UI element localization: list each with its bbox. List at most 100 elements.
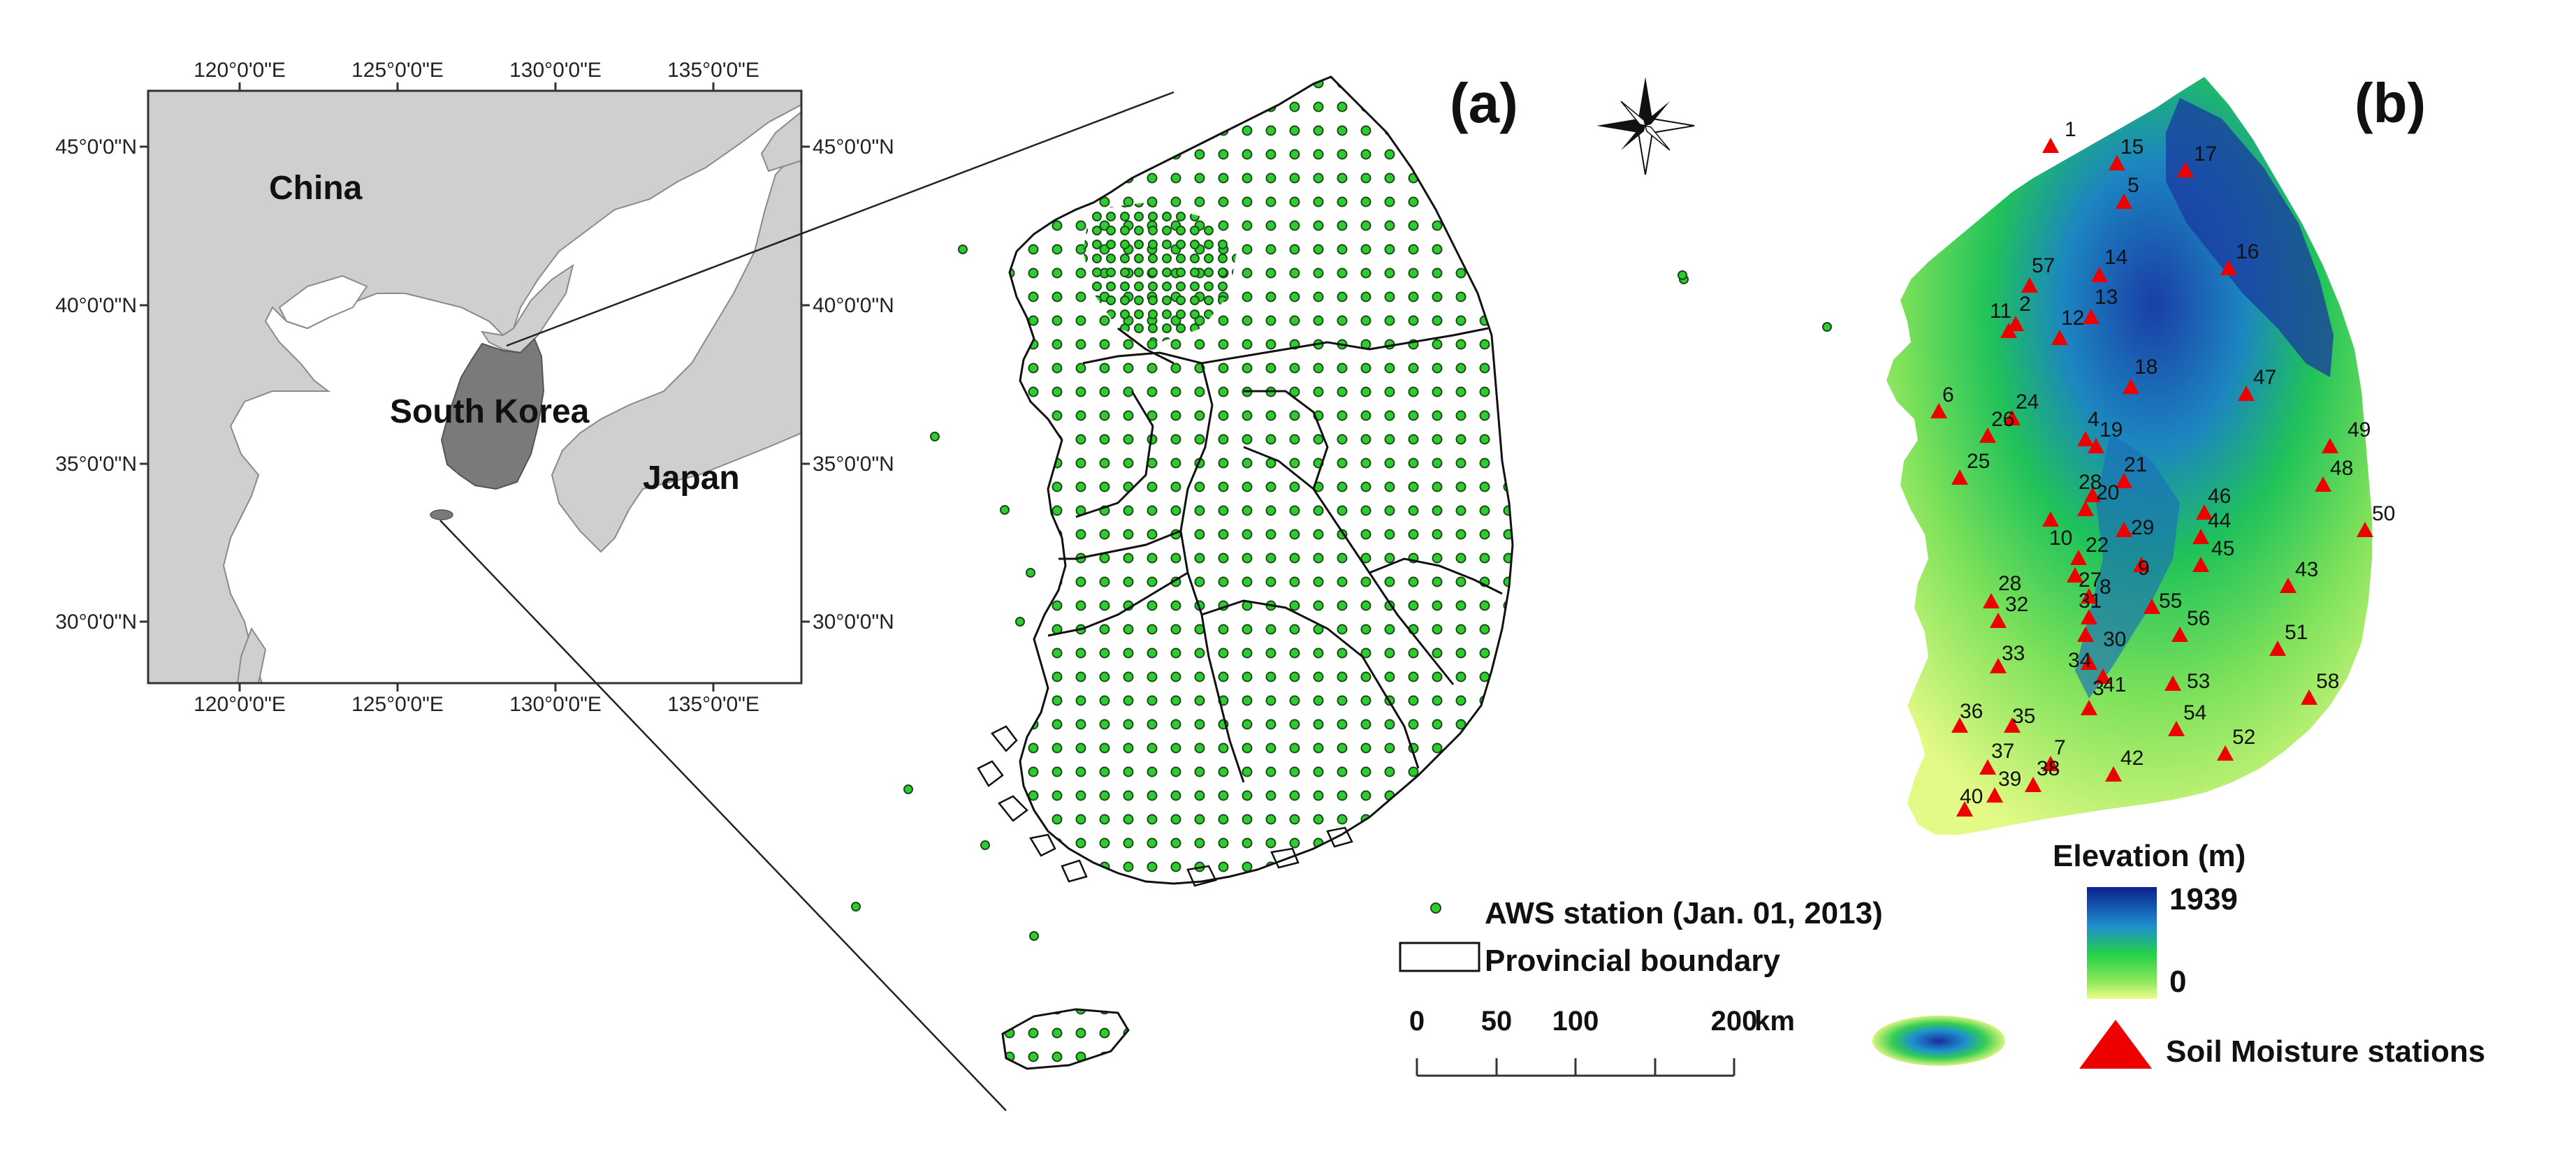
panel-a-map [851,75,1832,1070]
soil-moisture-station-label: 19 [2100,418,2123,441]
soil-moisture-station-label: 29 [2131,516,2154,539]
soil-moisture-station-label: 36 [1960,700,1983,723]
soil-moisture-station-label: 15 [2120,136,2144,159]
lon-label-top: 120°0'0"E [194,59,286,82]
soil-moisture-station-marker [2192,557,2209,572]
soil-moisture-station-label: 47 [2253,366,2276,389]
soil-moisture-station-label: 21 [2124,453,2147,476]
sobaek-ridge [2075,433,2180,698]
soil-moisture-station-marker [2171,627,2188,642]
soil-moisture-station-marker [2077,627,2094,642]
soil-moisture-station-label: 6 [1942,383,1954,407]
soil-moisture-station-marker [2315,476,2331,492]
legend-b: Elevation (m) 1939 0 Soil Moisture stati… [2053,839,2485,1069]
lon-label-top: 135°0'0"E [667,59,759,82]
soil-moisture-station-label: 11 [1990,300,2011,323]
soil-moisture-station-label: 24 [2016,390,2039,414]
soil-moisture-station-marker [2081,654,2097,670]
provincial-boundaries [1047,327,1503,783]
inset-jeju [430,509,453,520]
soil-moisture-station-marker [2042,511,2059,527]
zoom-line-lower [439,520,1007,1111]
soil-moisture-station-marker [2081,588,2097,603]
soil-moisture-station-marker [2105,766,2122,782]
soil-moisture-station-marker [2133,557,2150,572]
soil-moisture-station-label: 9 [2138,557,2150,580]
soil-moisture-station-marker [2077,431,2094,446]
legend-a: AWS station (Jan. 01, 2013) Provincial b… [1399,896,1883,1077]
lat-label-right: 35°0'0"N [813,453,894,476]
soil-moisture-station-label: 51 [2285,621,2308,644]
soil-moisture-station-label: 30 [2103,628,2126,651]
soil-moisture-station-marker [2025,777,2042,792]
soil-moisture-station-label: 4 [2088,408,2100,431]
soil-moisture-legend-label: Soil Moisture stations [2166,1034,2485,1069]
soil-moisture-station-label: 13 [2095,286,2118,309]
soil-moisture-station-label: 3 [2093,677,2104,700]
zoom-line-upper [506,91,1174,347]
lat-label-left: 35°0'0"N [55,453,137,476]
soil-moisture-station-label: 35 [2012,705,2035,728]
soil-moisture-station-marker [2116,473,2132,488]
soil-moisture-station-label: 18 [2134,356,2157,379]
soil-moisture-station-label: 25 [1967,450,1990,473]
lon-label-bottom: 120°0'0"E [194,693,286,716]
soil-moisture-station-marker [2004,717,2021,733]
soil-moisture-station-marker [2217,745,2234,761]
soil-moisture-station-marker [1990,613,2007,628]
soil-moisture-station-label: 7 [2054,736,2066,759]
elevation-max-label: 1939 [2169,882,2238,916]
soil-moisture-station-label: 1 [2065,118,2076,141]
scale-bar: 0 50 100 200 km [1409,1006,1795,1077]
soil-moisture-station-label: 10 [2049,527,2072,550]
soil-moisture-station-marker [2280,578,2297,593]
provincial-boundary-legend-icon [1399,942,1480,972]
taebaek-ridge [2166,98,2334,377]
scale-unit: km [1754,1006,1795,1037]
lon-label-bottom: 135°0'0"E [667,693,759,716]
aws-station-legend-icon [1430,902,1441,914]
soil-moisture-station-marker [2109,155,2125,170]
soil-moisture-station-label: 46 [2208,485,2231,508]
soil-moisture-station-label: 27 [2079,569,2102,592]
scale-label: 0 [1409,1006,1425,1037]
scale-label: 100 [1552,1006,1599,1037]
soil-moisture-station-label: 53 [2187,670,2210,693]
soil-moisture-station-label: 55 [2159,590,2182,613]
soil-moisture-station-label: 38 [2037,757,2060,780]
soil-moisture-station-label: 39 [1998,768,2021,791]
lat-label-right: 45°0'0"N [813,136,894,159]
compass-rose-icon [1596,77,1695,175]
soil-moisture-station-label: 22 [2086,534,2109,557]
lon-label-top: 125°0'0"E [351,59,444,82]
soil-moisture-station-label: 17 [2194,142,2217,166]
soil-moisture-station-label: 41 [2103,673,2126,696]
soil-moisture-station-label: 40 [1960,785,1983,808]
soil-moisture-station-marker [2081,609,2097,624]
soil-moisture-station-marker [1979,427,1996,443]
soil-moisture-station-label: 32 [2005,593,2028,616]
soil-moisture-station-marker [2238,386,2255,401]
country-label-china: China [269,170,363,207]
soil-moisture-station-marker [2116,522,2132,537]
elevation-legend-title: Elevation (m) [2053,839,2246,873]
soil-moisture-station-marker [2021,277,2038,293]
jeju-island-b [1872,1016,2005,1066]
soil-moisture-station-label: 45 [2211,537,2234,560]
soil-moisture-station-label: 26 [1991,408,2014,431]
soil-moisture-station-marker [1983,593,2000,608]
soil-moisture-station-label: 14 [2104,246,2127,269]
soil-moisture-station-label: 5 [2127,174,2139,197]
soil-moisture-station-marker [2168,721,2185,736]
soil-moisture-station-marker [2004,410,2021,425]
soil-moisture-station-marker [2042,756,2059,771]
soil-moisture-station-marker [2322,438,2338,453]
inset-south-korea [440,337,545,490]
soil-moisture-station-marker [2088,438,2104,453]
soil-moisture-station-marker [2084,487,2101,502]
soil-moisture-station-marker [1930,403,1947,418]
soil-moisture-station-label: 12 [2061,307,2084,330]
soil-moisture-station-label: 43 [2295,558,2318,581]
soil-moisture-station-marker [2067,567,2083,583]
